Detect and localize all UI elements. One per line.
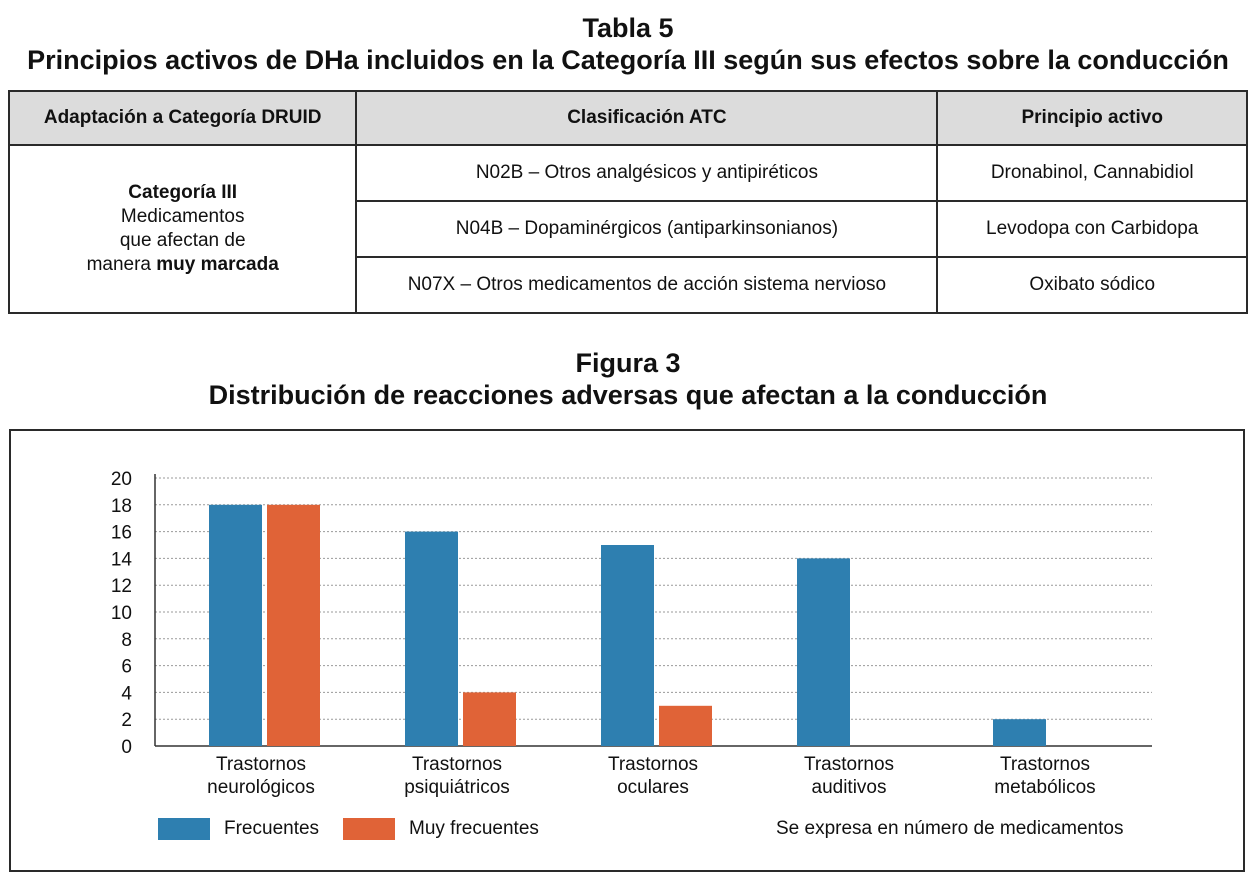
x-tick-label: Trastornos bbox=[412, 754, 502, 775]
druid-table: Adaptación a Categoría DRUID Clasificaci… bbox=[7, 90, 1248, 314]
x-tick-label: oculares bbox=[617, 777, 689, 798]
bar-muy-frecuentes bbox=[659, 705, 712, 746]
y-tick-label: 6 bbox=[121, 657, 132, 678]
category-line3-bold: muy marcada bbox=[156, 254, 279, 275]
chart-frame bbox=[9, 429, 1245, 872]
category-cell: Categoría III Medicamentos que afectan d… bbox=[7, 144, 358, 314]
active-cell: Oxibato sódico bbox=[936, 256, 1248, 314]
table-header-row: Adaptación a Categoría DRUID Clasificaci… bbox=[7, 90, 1248, 146]
legend-swatch-frecuentes bbox=[158, 817, 210, 840]
table-row: N04B – Dopaminérgicos (antiparkinsoniano… bbox=[9, 200, 1248, 258]
atc-cell: N07X – Otros medicamentos de acción sist… bbox=[355, 256, 939, 314]
x-tick-label: Trastornos bbox=[1000, 754, 1090, 775]
chart-note: Se expresa en número de medicamentos bbox=[776, 818, 1124, 839]
y-tick-label: 16 bbox=[111, 523, 132, 544]
bar-frecuentes bbox=[797, 558, 850, 746]
header-atc: Clasificación ATC bbox=[355, 90, 939, 146]
table-row: Categoría III Medicamentos que afectan d… bbox=[7, 144, 1248, 314]
header-druid: Adaptación a Categoría DRUID bbox=[7, 90, 358, 146]
y-tick-label: 12 bbox=[111, 576, 132, 597]
table-row: N07X – Otros medicamentos de acción sist… bbox=[9, 256, 1248, 314]
x-tick-label: Trastornos bbox=[608, 754, 698, 775]
category-line2: que afectan de bbox=[119, 230, 246, 251]
table-subtitle: Principios activos de DHa incluidos en l… bbox=[27, 45, 1229, 75]
table-title: Tabla 5 bbox=[582, 13, 674, 43]
y-tick-label: 20 bbox=[111, 469, 132, 490]
category-name: Categoría III bbox=[128, 182, 238, 203]
legend-label-muy-frecuentes: Muy frecuentes bbox=[409, 818, 539, 839]
y-tick-label: 0 bbox=[121, 737, 132, 758]
y-tick-label: 4 bbox=[121, 683, 132, 704]
x-tick-label: Trastornos bbox=[216, 754, 306, 775]
y-tick-label: 18 bbox=[111, 496, 132, 517]
bar-frecuentes bbox=[993, 719, 1046, 746]
x-tick-label: metabólicos bbox=[994, 777, 1095, 798]
legend-swatch-muy-frecuentes bbox=[343, 817, 395, 840]
header-active: Principio activo bbox=[936, 90, 1248, 146]
x-tick-label: neurológicos bbox=[207, 777, 315, 798]
y-tick-label: 2 bbox=[121, 710, 132, 731]
y-tick-label: 14 bbox=[111, 549, 133, 570]
x-tick-label: auditivos bbox=[812, 777, 887, 798]
bar-muy-frecuentes bbox=[463, 692, 516, 746]
bar-frecuentes bbox=[405, 531, 458, 746]
active-cell: Dronabinol, Cannabidiol bbox=[936, 144, 1248, 202]
figure-subtitle: Distribución de reacciones adversas que … bbox=[208, 380, 1048, 410]
y-tick-label: 10 bbox=[111, 603, 132, 624]
bar-frecuentes bbox=[601, 545, 654, 746]
active-cell: Levodopa con Carbidopa bbox=[936, 200, 1248, 258]
y-tick-label: 8 bbox=[121, 630, 132, 651]
x-tick-label: Trastornos bbox=[804, 754, 894, 775]
atc-cell: N04B – Dopaminérgicos (antiparkinsoniano… bbox=[355, 200, 939, 258]
figure-title: Figura 3 bbox=[575, 348, 681, 378]
x-tick-label: psiquiátricos bbox=[404, 777, 510, 798]
legend-item-frecuentes: Frecuentes bbox=[158, 817, 319, 841]
legend-item-muy-frecuentes: Muy frecuentes bbox=[343, 817, 539, 841]
atc-cell: N02B – Otros analgésicos y antipiréticos bbox=[355, 144, 939, 202]
legend-label-frecuentes: Frecuentes bbox=[224, 818, 320, 839]
bar-muy-frecuentes bbox=[267, 504, 320, 746]
category-line3-prefix: manera bbox=[86, 254, 157, 275]
bar-frecuentes bbox=[209, 504, 262, 746]
category-line1: Medicamentos bbox=[120, 206, 245, 227]
